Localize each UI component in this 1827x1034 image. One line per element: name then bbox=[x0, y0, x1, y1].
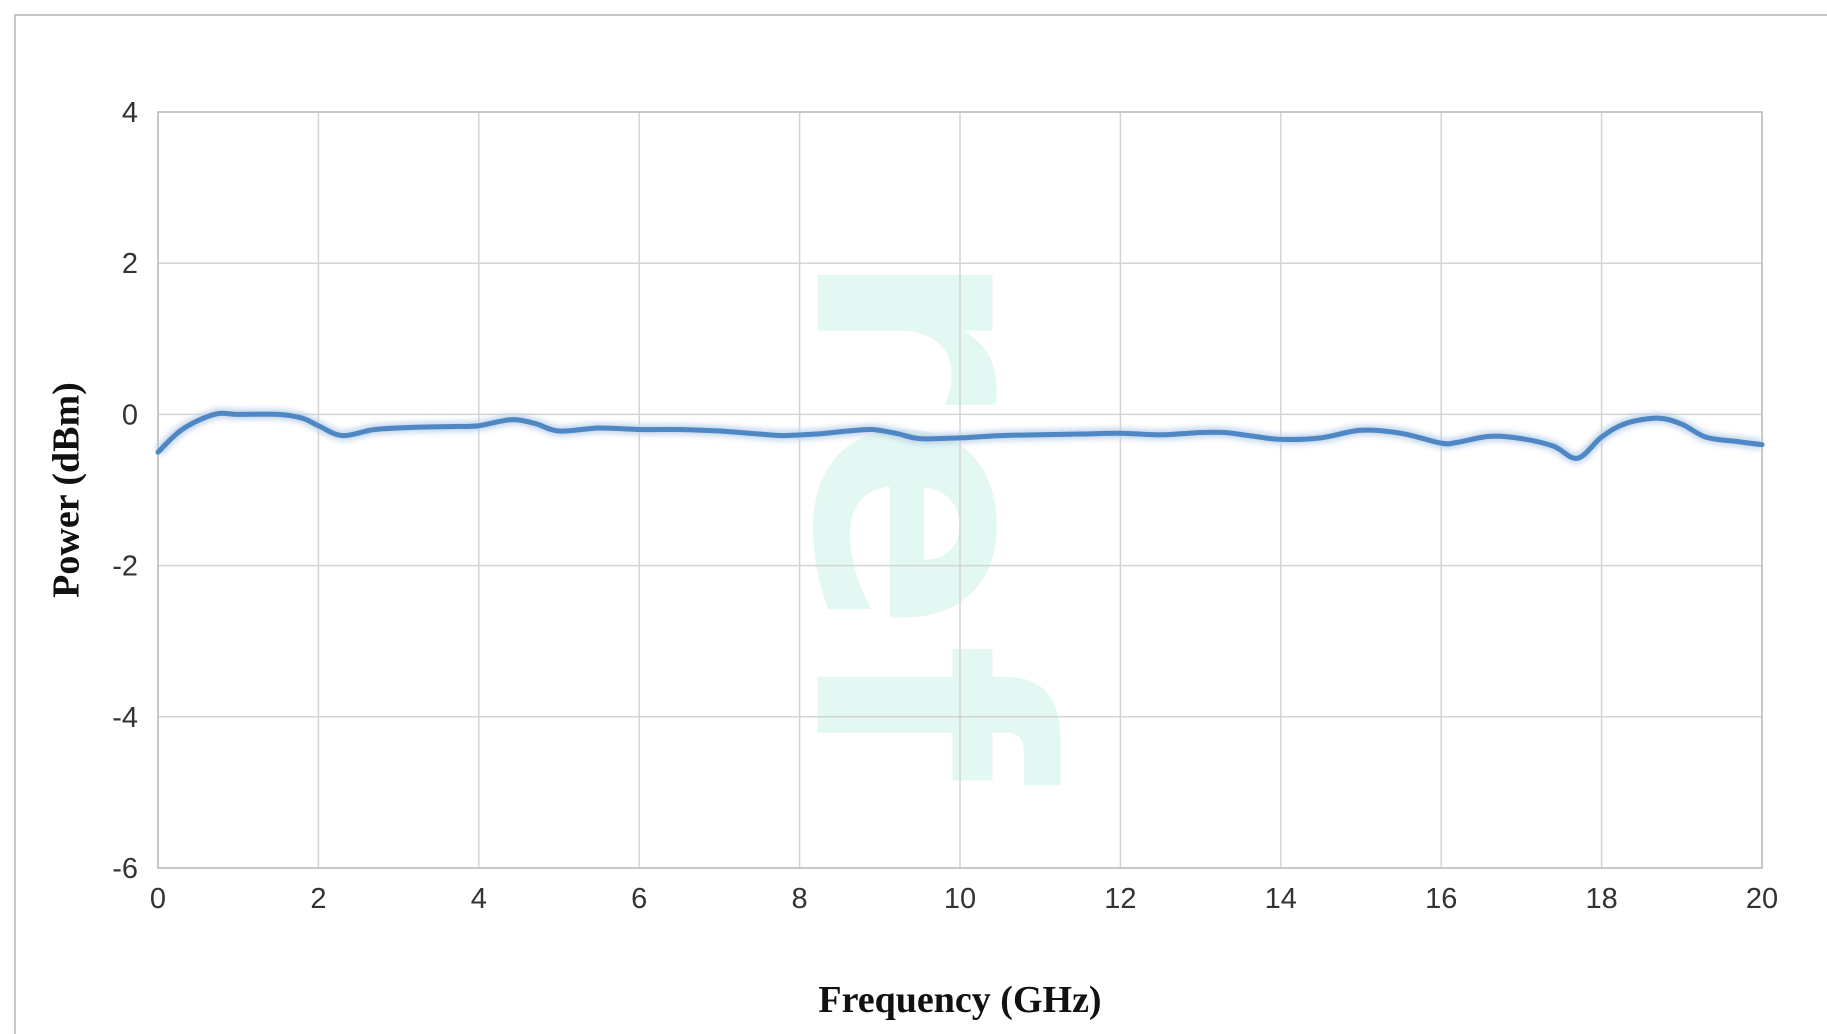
series-line bbox=[155, 410, 1765, 461]
series-layer bbox=[154, 408, 1765, 464]
y-tick-label: -6 bbox=[112, 853, 138, 885]
svg-text:ref: ref bbox=[742, 248, 1114, 792]
x-tick-label: 2 bbox=[310, 883, 326, 915]
y-tick-label: 0 bbox=[122, 399, 138, 431]
y-axis-label: Power (dBm) bbox=[46, 382, 88, 598]
y-tick-label: 4 bbox=[122, 97, 138, 129]
chart-frame bbox=[14, 14, 1827, 1034]
x-tick-label: 18 bbox=[1585, 883, 1617, 915]
x-tick-label: 6 bbox=[631, 883, 647, 915]
x-axis-label: Frequency (GHz) bbox=[818, 979, 1101, 1021]
x-tick-label: 0 bbox=[150, 883, 166, 915]
watermark: ref bbox=[742, 248, 1114, 792]
x-tick-label: 16 bbox=[1425, 883, 1457, 915]
x-tick-label: 10 bbox=[944, 883, 976, 915]
y-tick-label: -4 bbox=[112, 702, 138, 734]
y-tick-label: 2 bbox=[122, 248, 138, 280]
plot-area-border bbox=[157, 111, 1763, 869]
x-tick-label: 4 bbox=[471, 883, 487, 915]
y-tick-label: -2 bbox=[112, 551, 138, 583]
grid bbox=[157, 111, 1763, 869]
x-tick-label: 8 bbox=[792, 883, 808, 915]
x-tick-label: 12 bbox=[1104, 883, 1136, 915]
x-tick-label: 14 bbox=[1265, 883, 1297, 915]
x-tick-label: 20 bbox=[1746, 883, 1778, 915]
